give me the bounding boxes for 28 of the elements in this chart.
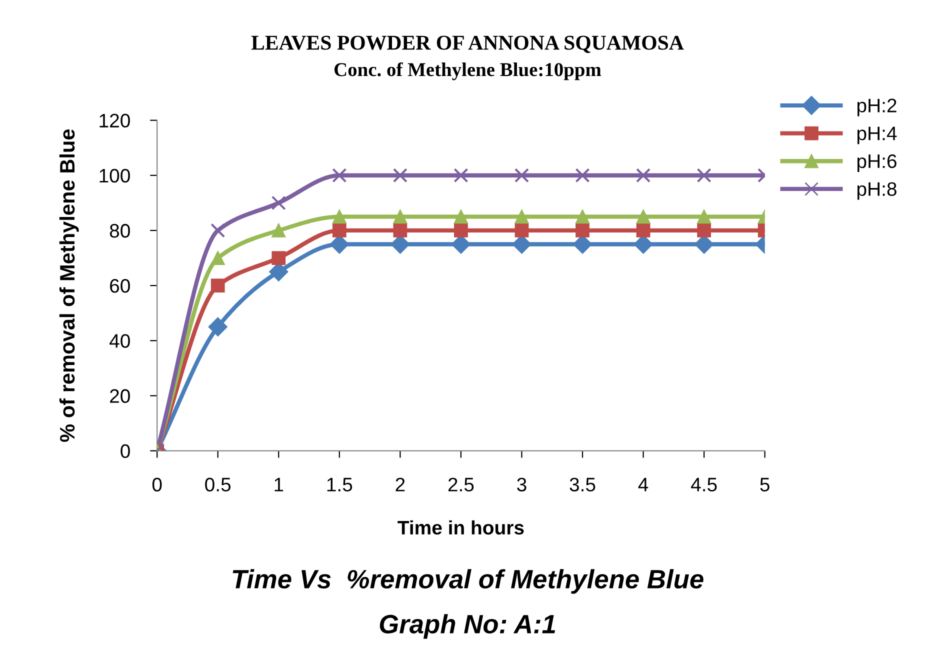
legend-label: pH:4 <box>857 126 897 144</box>
y-tick-label: 60 <box>110 279 130 293</box>
x-tick-label: 2.5 <box>448 478 474 492</box>
x-tick-label: 0 <box>152 478 162 492</box>
y-tick-label: 20 <box>110 389 130 403</box>
x-tick-label: 1.5 <box>327 478 352 492</box>
x-tick-label: 4.5 <box>690 478 717 492</box>
x-tick-label: 3 <box>517 478 526 492</box>
legend-label: pH:2 <box>857 98 896 116</box>
chart-subtitle: Conc. of Methylene Blue:10ppm <box>334 62 602 80</box>
y-tick-label: 120 <box>100 114 130 128</box>
legend-label: pH:6 <box>857 154 896 172</box>
x-axis-title: Time in hours <box>398 520 524 535</box>
x-tick-label: 0.5 <box>205 478 231 492</box>
x-tick-label: 4 <box>638 478 648 492</box>
y-tick-label: 0 <box>120 444 130 458</box>
x-tick-label: 2 <box>396 478 405 492</box>
y-axis-title: % of removal of Methylene Blue <box>59 129 79 442</box>
y-tick-label: 100 <box>100 168 130 183</box>
text: Graph No: A:1 <box>380 614 556 639</box>
y-tick-label: 80 <box>110 224 130 238</box>
text: Time Vs %removal of Methylene Blue <box>232 569 704 594</box>
legend-label: pH:8 <box>857 182 896 200</box>
chart-title: LEAVES POWDER OF ANNONA SQUAMOSA <box>251 36 684 53</box>
x-tick-label: 5 <box>760 478 770 492</box>
y-tick-label: 40 <box>110 334 130 348</box>
x-tick-label: 3.5 <box>570 478 596 492</box>
x-tick-label: 1 <box>274 478 284 492</box>
